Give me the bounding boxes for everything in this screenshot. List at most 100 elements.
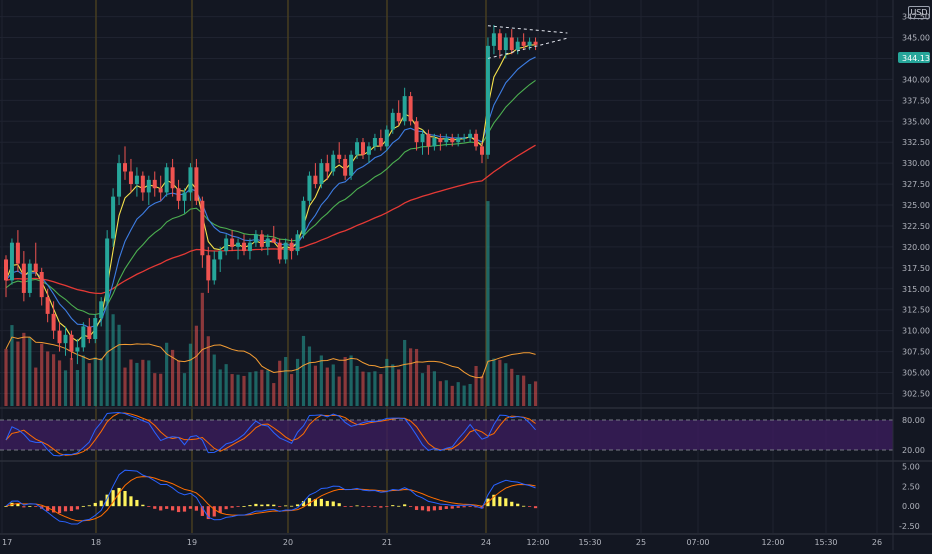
- volume-bar: [111, 314, 115, 406]
- volume-bar: [522, 375, 526, 406]
- macd-histogram-bar: [343, 506, 347, 507]
- price-tick-label: 307.50: [902, 348, 930, 357]
- macd-histogram-bar: [188, 506, 193, 509]
- macd-line: [5, 469, 536, 525]
- volume-bar: [194, 325, 198, 406]
- macd-histogram-bar: [16, 503, 20, 507]
- candle-body: [152, 179, 157, 189]
- candle-body: [236, 242, 241, 247]
- candle-body: [384, 129, 389, 147]
- volume-bar: [40, 343, 44, 406]
- time-tick-label: 26: [872, 538, 882, 547]
- macd-histogram-bar: [230, 506, 234, 508]
- candle-body: [69, 334, 74, 352]
- candle-body: [521, 41, 526, 46]
- price-tick-label: 345.00: [902, 34, 930, 43]
- macd-histogram-bar: [200, 506, 204, 516]
- volume-bar: [242, 375, 246, 406]
- time-tick-label: 18: [91, 538, 101, 547]
- price-tick-label: 327.50: [902, 180, 930, 189]
- macd-histogram-bar: [28, 506, 32, 507]
- macd-histogram-bar: [224, 506, 228, 510]
- candle-body: [295, 234, 300, 252]
- volume-bar: [361, 371, 365, 406]
- volume-bar: [248, 372, 252, 406]
- candlesticks[interactable]: [4, 24, 538, 365]
- macd-histogram-bar: [135, 499, 139, 507]
- macd-histogram-bar: [266, 504, 270, 507]
- candle-body: [57, 330, 62, 344]
- volume-bar: [331, 364, 335, 406]
- volume-bar: [373, 371, 377, 406]
- macd-histogram-bar: [117, 487, 121, 507]
- candle-body: [474, 133, 479, 147]
- price-tick-label: 305.00: [902, 369, 930, 378]
- candle-body: [277, 242, 282, 260]
- candle-body: [438, 138, 443, 143]
- time-tick-label: 17: [2, 538, 12, 547]
- volume-bar: [337, 376, 341, 406]
- macd-histogram-bar: [165, 506, 169, 509]
- candle-body: [247, 242, 252, 252]
- macd-histogram-bar: [397, 505, 401, 507]
- volume-bar: [28, 337, 32, 406]
- candle-body: [39, 272, 44, 298]
- volume-bar: [486, 201, 490, 406]
- volume-bar: [46, 351, 50, 406]
- macd-histogram-bar: [52, 506, 56, 513]
- candle-body: [426, 133, 431, 147]
- volume-bar: [272, 383, 276, 406]
- volume-bar: [147, 360, 151, 406]
- volume-bar: [295, 358, 300, 406]
- macd-histogram-bar: [147, 506, 151, 507]
- volume-bar: [343, 357, 347, 406]
- volume-bar: [230, 374, 234, 406]
- volume-bar: [218, 369, 222, 406]
- candle-body: [99, 301, 104, 319]
- macd-histogram-bar: [171, 506, 175, 511]
- time-tick-label: 12:00: [526, 538, 549, 547]
- currency-badge[interactable]: USD: [908, 6, 930, 19]
- volume-bar: [325, 367, 329, 406]
- candle-body: [265, 238, 270, 247]
- price-tick-label: 302.50: [902, 389, 930, 398]
- volume-bar: [492, 358, 496, 406]
- candle-body: [325, 163, 330, 172]
- candle-body: [33, 263, 38, 272]
- candle-body: [188, 167, 193, 193]
- macd-histogram-bar: [468, 506, 472, 507]
- macd-histogram-bar: [153, 506, 157, 509]
- macd-histogram-bar: [462, 506, 466, 508]
- volume-bar: [510, 368, 514, 406]
- last-price-label-bg: [898, 52, 930, 63]
- macd-histogram-bar: [498, 496, 502, 507]
- time-tick-label: 25: [636, 538, 646, 547]
- macd-histogram-bar: [307, 498, 312, 507]
- volume-bar: [355, 366, 359, 406]
- candle-body: [497, 33, 502, 51]
- candle-body: [134, 175, 139, 185]
- macd-histogram-bar: [325, 500, 329, 507]
- macd-histogram-bar: [522, 505, 526, 507]
- price-axis[interactable]: 302.50 305.00 307.50 310.00 312.50 315.00 317.…: [899, 13, 930, 531]
- candle-body: [259, 234, 264, 247]
- candle-body: [480, 146, 484, 155]
- candle-body: [462, 138, 467, 139]
- candle-body: [140, 175, 145, 193]
- time-tick-label: 19: [187, 538, 197, 547]
- candle-body: [485, 45, 490, 155]
- price-tick-label: 340.00: [902, 75, 930, 84]
- time-axis[interactable]: 17 18 19 20 21 24 12:00 15:30 25 07:00 12:00 15:30 2…: [2, 538, 882, 547]
- candle-body: [456, 138, 461, 143]
- last-price-value: 344.13: [902, 54, 930, 63]
- candle-body: [81, 326, 86, 348]
- volume-bar: [468, 383, 472, 406]
- macd-histogram-bar: [533, 506, 538, 509]
- macd-histogram-bar: [75, 506, 79, 510]
- candle-body: [307, 175, 312, 201]
- candle-body: [396, 112, 401, 122]
- volume-bar: [516, 375, 520, 406]
- volume-bar: [266, 370, 270, 406]
